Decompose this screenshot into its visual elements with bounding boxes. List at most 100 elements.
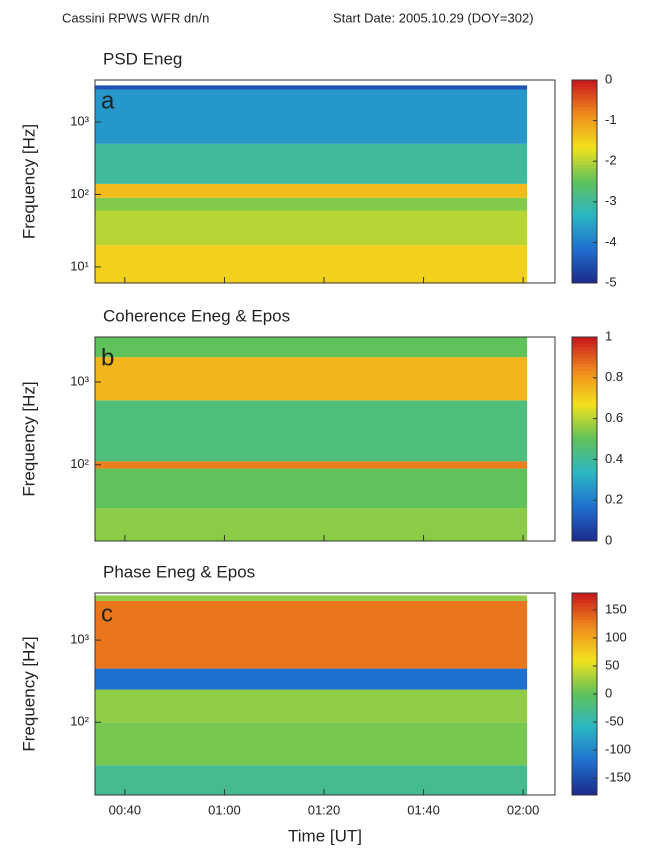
colorbar-cell: [572, 276, 597, 281]
colorbar-cell: [572, 174, 597, 179]
header-right: Start Date: 2005.10.29 (DOY=302): [333, 10, 534, 25]
colorbar-cell: [572, 384, 597, 389]
colorbar-cell: [572, 337, 597, 341]
colorbar-tick-label: 0: [605, 71, 612, 86]
colorbar-tick-label: 0.2: [605, 492, 623, 507]
colorbar-cell: [572, 697, 597, 702]
colorbar-tick-label: 0.6: [605, 410, 623, 425]
colorbar-cell: [572, 670, 597, 675]
colorbar-cell: [572, 211, 597, 216]
colorbar-cell: [572, 507, 597, 511]
colorbar-cell: [572, 707, 597, 712]
colorbar-tick-label: 0: [605, 685, 612, 700]
colorbar-cell: [572, 456, 597, 460]
colorbar-cell: [572, 377, 597, 382]
colorbar-tick-label: -150: [605, 770, 631, 785]
colorbar-cell: [572, 90, 597, 95]
colorbar-cell: [572, 249, 597, 254]
colorbar-cell: [572, 731, 597, 735]
colorbar-cell: [572, 245, 597, 250]
colorbar-cell: [572, 486, 597, 491]
colorbar-cell: [572, 663, 597, 668]
colorbar-tick-label: 0: [605, 532, 612, 547]
x-tick-label: 00:40: [109, 802, 142, 817]
colorbar-cell: [572, 80, 597, 84]
colorbar-cell: [572, 218, 597, 223]
colorbar-cell: [572, 727, 597, 732]
colorbar-cell: [572, 232, 597, 237]
y-axis-label: Frequency [Hz]: [19, 636, 38, 751]
heatmap-band: [95, 85, 528, 90]
colorbar-cell: [572, 96, 597, 101]
colorbar-cell: [572, 411, 597, 416]
colorbar-cell: [572, 222, 597, 226]
colorbar-tick-label: -2: [605, 153, 617, 168]
colorbar-tick-label: 100: [605, 629, 627, 644]
colorbar-cell: [572, 360, 597, 365]
colorbar-tick-label: -1: [605, 112, 617, 127]
plot-frame: [94, 336, 556, 542]
heatmap-band: [95, 595, 528, 601]
colorbar-cell: [572, 418, 597, 423]
colorbar-cell: [572, 408, 597, 413]
colorbar-cell: [572, 720, 597, 725]
colorbar-cell: [572, 167, 597, 172]
colorbar-cell: [572, 459, 597, 464]
colorbar-cell: [572, 751, 597, 756]
colorbar-cell: [572, 107, 597, 111]
colorbar-cell: [572, 653, 597, 658]
colorbar-cell: [572, 761, 597, 766]
colorbar-cell: [572, 255, 597, 260]
colorbar-cell: [572, 343, 597, 348]
colorbar-cell: [572, 667, 597, 671]
colorbar-cell: [572, 195, 597, 199]
colorbar-cell: [572, 350, 597, 355]
colorbar-cell: [572, 452, 597, 457]
colorbar-cell: [572, 677, 597, 682]
colorbar-tick-label: 1: [605, 328, 612, 343]
colorbar-cell: [572, 178, 597, 182]
colorbar-cell: [572, 527, 597, 532]
colorbar-cell: [572, 483, 597, 488]
colorbar-cell: [572, 347, 597, 352]
colorbar-cell: [572, 734, 597, 739]
heatmap-band: [95, 357, 528, 401]
colorbar-cell: [572, 354, 597, 358]
colorbar-cell: [572, 86, 597, 91]
heatmap-band: [95, 508, 528, 541]
heatmap-band: [95, 668, 528, 690]
heatmap-band: [95, 183, 528, 198]
colorbar-cell: [572, 140, 597, 145]
colorbar-cell: [572, 435, 597, 440]
y-tick-label: 10²: [70, 714, 89, 729]
colorbar-cell: [572, 259, 597, 264]
colorbar-cell: [572, 534, 597, 539]
y-axis-label: Frequency [Hz]: [19, 381, 38, 496]
colorbar-cell: [572, 388, 597, 392]
colorbar-cell: [572, 599, 597, 604]
y-tick-label: 10³: [70, 113, 89, 128]
colorbar-cell: [572, 768, 597, 772]
panel-title: Coherence Eneg & Epos: [103, 306, 290, 325]
colorbar-tick-label: 0.8: [605, 369, 623, 384]
colorbar-cell: [572, 93, 597, 98]
colorbar-cell: [572, 520, 597, 525]
y-tick-label: 10²: [70, 456, 89, 471]
colorbar-cell: [572, 741, 597, 745]
colorbar-cell: [572, 623, 597, 628]
colorbar-cell: [572, 724, 597, 729]
colorbar-cell: [572, 228, 597, 233]
colorbar-cell: [572, 110, 597, 115]
colorbar-cell: [572, 619, 597, 624]
colorbar-cell: [572, 235, 597, 240]
colorbar-cell: [572, 690, 597, 695]
colorbar-cell: [572, 215, 597, 220]
colorbar-cell: [572, 401, 597, 406]
colorbar-cell: [572, 616, 597, 621]
colorbar-cell: [572, 184, 597, 189]
colorbar-cell: [572, 500, 597, 505]
colorbar-cell: [572, 469, 597, 474]
colorbar-frame: [571, 336, 598, 542]
colorbar-cell: [572, 630, 597, 634]
colorbar-cell: [572, 466, 597, 471]
